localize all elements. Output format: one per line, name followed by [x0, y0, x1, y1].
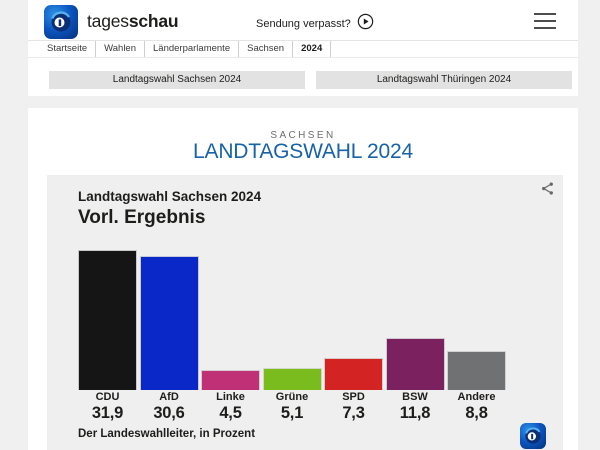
breadcrumb-startseite[interactable]: Startseite	[39, 41, 97, 57]
main-content: SACHSEN LANDTAGSWAHL 2024 Landtagswahl S…	[28, 108, 578, 450]
bar-spd[interactable]	[324, 358, 383, 390]
bar-label-andere: Andere	[457, 391, 496, 403]
tab-landtagswahl-thueringen[interactable]: Landtagswahl Thüringen 2024	[316, 71, 572, 89]
sendung-verpasst-label: Sendung verpasst?	[256, 18, 351, 30]
bar-label-afd: AfD	[159, 391, 179, 403]
brand-bold: schau	[128, 11, 179, 31]
chart-source: Der Landeswahlleiter, in Prozent	[78, 428, 256, 440]
page-title: LANDTAGSWAHL 2024	[193, 140, 413, 163]
breadcrumb-sachsen[interactable]: Sachsen	[239, 41, 294, 57]
sendung-verpasst-link[interactable]: Sendung verpasst?	[256, 13, 374, 35]
bar-bsw[interactable]	[385, 338, 445, 390]
result-chart-card: Landtagswahl Sachsen 2024 Vorl. Ergebnis…	[47, 175, 563, 450]
hamburger-menu-icon[interactable]	[534, 13, 556, 29]
bar-label-bsw: BSW	[402, 391, 428, 403]
bar-label-spd: SPD	[342, 391, 365, 403]
bar-value-afd: 30,6	[153, 404, 185, 422]
category-labels: CDU AfD Linke Grüne SPD BSW Andere	[78, 391, 512, 403]
bar-value-linke: 4,5	[219, 404, 242, 422]
tagesschau-logo-icon[interactable]	[44, 5, 78, 39]
site-header: tagesschau Sendung verpasst? Startseite …	[28, 0, 578, 96]
bar-value-cdu: 31,9	[91, 404, 124, 422]
share-icon[interactable]	[540, 181, 556, 197]
bar-label-cdu: CDU	[95, 391, 120, 403]
breadcrumb-laenderparlamente[interactable]: Länderparlamente	[145, 41, 240, 57]
chart-title: Landtagswahl Sachsen 2024	[78, 189, 262, 204]
bar-grüne[interactable]	[262, 367, 322, 390]
tagesschau-watermark-icon	[520, 423, 546, 449]
bar-andere[interactable]	[447, 351, 506, 390]
bar-afd[interactable]	[139, 255, 199, 390]
bar-value-andere: 8,8	[465, 404, 488, 422]
region-kicker: SACHSEN	[270, 130, 336, 141]
brand-regular: tages	[87, 11, 129, 31]
bar-label-linke: Linke	[216, 391, 245, 403]
bar-value-bsw: 11,8	[399, 404, 431, 422]
play-circle-icon[interactable]	[357, 13, 374, 35]
breadcrumb-2024[interactable]: 2024	[293, 41, 332, 57]
value-labels: 31,9 30,6 4,5 5,1 7,3 11,8 8,8	[78, 404, 512, 423]
bar-value-grüne: 5,1	[280, 404, 304, 422]
tab-landtagswahl-sachsen[interactable]: Landtagswahl Sachsen 2024	[49, 71, 305, 89]
breadcrumb-wahlen[interactable]: Wahlen	[96, 41, 145, 57]
bar-cdu[interactable]	[78, 250, 137, 390]
brand-wordmark[interactable]: tagesschau	[87, 11, 179, 32]
bar-value-spd: 7,3	[342, 404, 365, 422]
chart-subtitle: Vorl. Ergebnis	[78, 207, 206, 228]
bar-linke[interactable]	[201, 370, 260, 390]
bars	[78, 250, 512, 390]
bar-label-grüne: Grüne	[275, 391, 309, 403]
breadcrumb: Startseite Wahlen Länderparlamente Sachs…	[28, 40, 578, 58]
